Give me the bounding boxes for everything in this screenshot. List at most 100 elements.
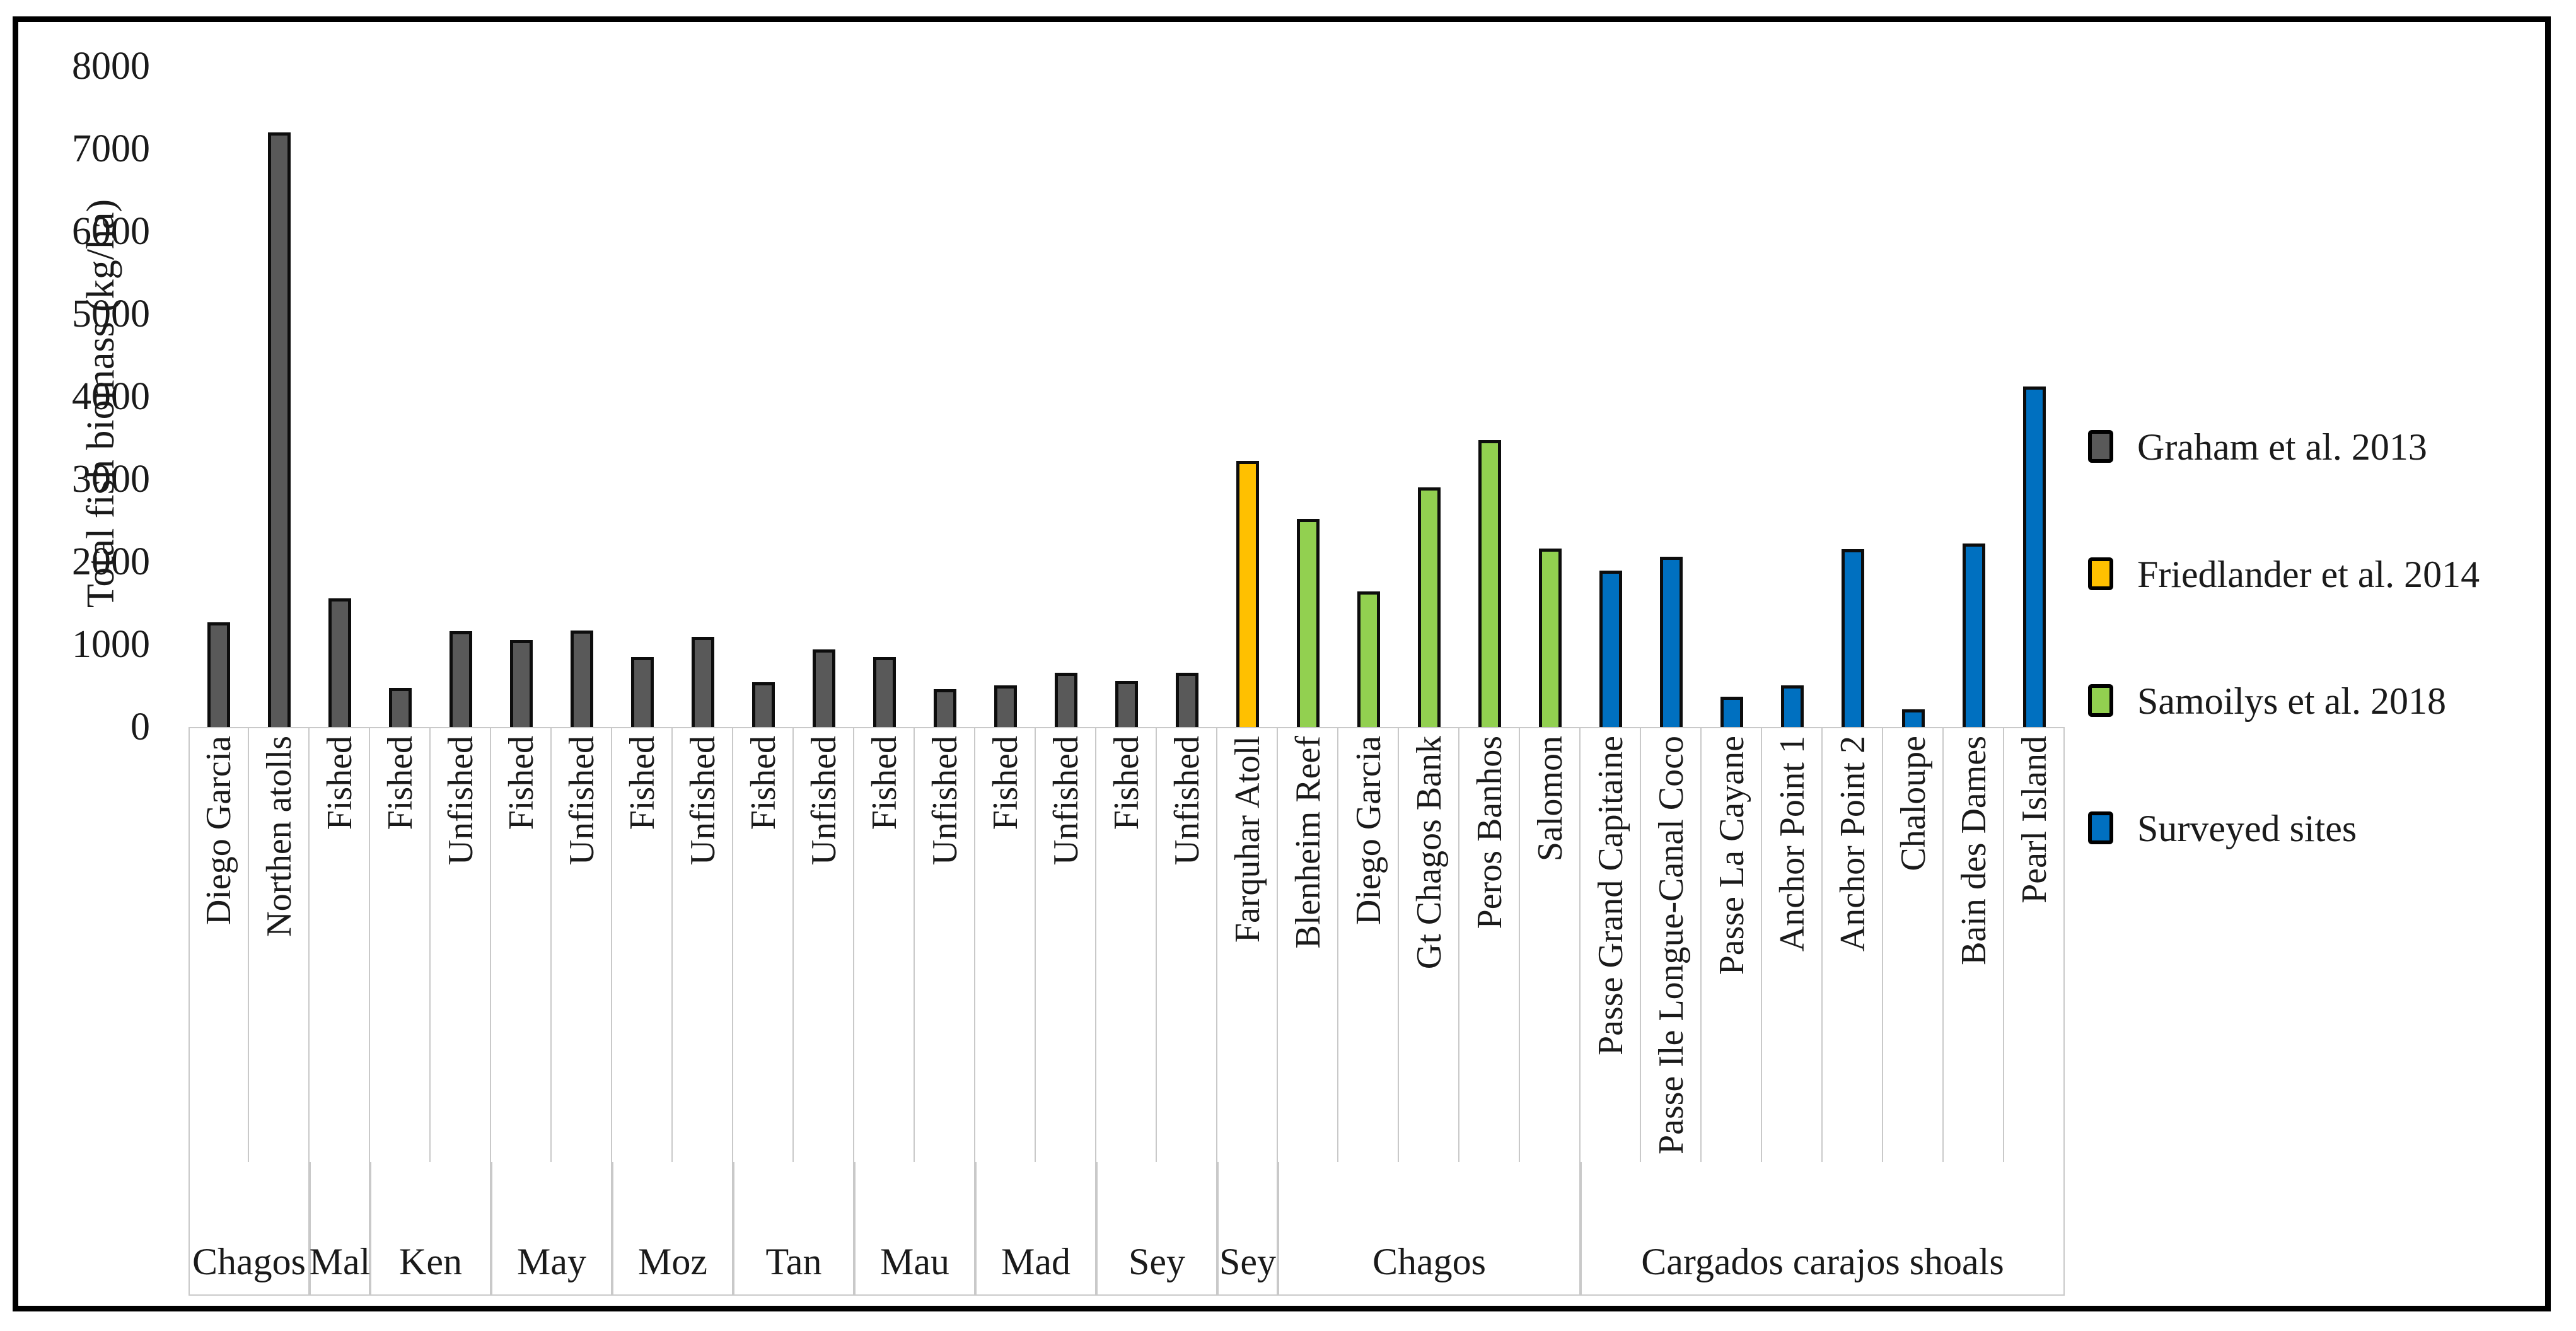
site-label-text: Fished (502, 736, 541, 830)
site-label-text: Passe Grand Capitaine (1591, 736, 1630, 1055)
site-label-text: Unfished (1047, 736, 1086, 866)
legend-label: Graham et al. 2013 (2137, 426, 2427, 468)
site-cell (370, 727, 431, 1162)
site-cell (673, 727, 733, 1162)
bar (692, 637, 714, 727)
site-cell (1157, 727, 1217, 1162)
site-cell (2004, 727, 2065, 1162)
group-label: Sey (1219, 1241, 1276, 1282)
bar (1055, 673, 1077, 727)
site-cell (1883, 727, 1944, 1162)
site-cell (1096, 727, 1157, 1162)
bar (813, 649, 835, 727)
y-tick-label: 6000 (72, 210, 150, 253)
site-cell (189, 727, 249, 1162)
site-cell (975, 727, 1036, 1162)
bar (1115, 681, 1138, 727)
site-cell (491, 727, 552, 1162)
site-label-text: Gt Chagos Bank (1410, 736, 1449, 970)
bar (1539, 549, 1562, 727)
site-cell (1278, 727, 1338, 1162)
site-label-text: Fished (381, 736, 420, 830)
site-label-text: Fished (744, 736, 783, 830)
site-label-text: Salomon (1531, 736, 1570, 862)
site-cell (854, 727, 915, 1162)
site-label-text: Fished (865, 736, 904, 830)
legend-label: Samoilys et al. 2018 (2137, 680, 2446, 722)
legend-swatch-icon (2088, 811, 2113, 844)
bar (631, 657, 654, 727)
bar (207, 622, 230, 727)
bar (510, 640, 533, 727)
y-tick-label: 2000 (72, 540, 150, 583)
site-label-text: Passe Ile Longue-Canal Coco (1652, 736, 1691, 1155)
site-cell (431, 727, 491, 1162)
bar (328, 598, 351, 727)
site-cell (1217, 727, 1278, 1162)
site-cell (612, 727, 673, 1162)
y-tick-label: 5000 (72, 293, 150, 335)
site-cell (794, 727, 854, 1162)
site-label-text: Blenheim Reef (1289, 736, 1328, 949)
y-tick-label: 4000 (72, 375, 150, 418)
group-cell: Chagos (189, 1162, 310, 1296)
site-label-text: Unfished (441, 736, 480, 866)
site-label-text: Anchor Point 1 (1773, 736, 1812, 952)
site-label-text: Fished (623, 736, 662, 830)
group-cell: Sey (1217, 1162, 1278, 1296)
site-label-text: Unfished (562, 736, 601, 866)
group-label: Mau (880, 1241, 949, 1282)
group-cell: Sey (1096, 1162, 1217, 1296)
group-cell: Tan (733, 1162, 854, 1296)
bar (1418, 487, 1441, 727)
bar (1236, 461, 1259, 727)
site-label-text: Bain des Dames (1954, 736, 1993, 965)
site-cell (249, 727, 310, 1162)
legend-swatch-icon (2088, 430, 2113, 463)
site-cell (1036, 727, 1096, 1162)
bar (1781, 685, 1804, 727)
group-label: Cargados carajos shoals (1641, 1241, 2004, 1282)
site-cell (1581, 727, 1641, 1162)
site-cell (1762, 727, 1823, 1162)
y-tick-label: 3000 (72, 458, 150, 501)
group-label: Tan (765, 1241, 822, 1282)
site-cell (1520, 727, 1581, 1162)
group-cell: Cargados carajos shoals (1581, 1162, 2065, 1296)
site-label-text: Unfished (1168, 736, 1207, 866)
bar (450, 631, 472, 727)
y-tick-label: 8000 (72, 45, 150, 88)
group-label: Sey (1128, 1241, 1185, 1282)
site-cell (1459, 727, 1520, 1162)
site-label-text: Unfished (925, 736, 965, 866)
y-tick-label: 1000 (72, 623, 150, 666)
site-label-text: Fished (1107, 736, 1146, 830)
group-label: Ken (399, 1241, 462, 1282)
bar (268, 132, 291, 727)
bar (1297, 519, 1320, 727)
bar (994, 685, 1017, 727)
site-label-text: Northen atolls (260, 736, 299, 937)
site-label-text: Chaloupe (1894, 736, 1933, 871)
bar (1357, 591, 1380, 727)
bar (934, 689, 956, 727)
group-label: Mal (309, 1241, 371, 1282)
site-label-text: Anchor Point 2 (1833, 736, 1872, 952)
bar (1599, 571, 1622, 727)
legend-swatch-icon (2088, 557, 2113, 590)
site-label-text: Pearl Island (2015, 736, 2054, 904)
bar (1902, 709, 1925, 727)
group-cell: Mad (975, 1162, 1096, 1296)
y-tick-label: 0 (131, 706, 150, 748)
site-cell (1823, 727, 1883, 1162)
site-label-text: Passe La Cayane (1712, 736, 1751, 975)
site-cell (733, 727, 794, 1162)
site-cell (310, 727, 370, 1162)
bar (1660, 557, 1683, 727)
site-cell (1944, 727, 2004, 1162)
site-label-text: Fished (320, 736, 359, 830)
figure-border (13, 16, 2551, 1311)
bar (571, 631, 593, 727)
site-cell (1338, 727, 1399, 1162)
y-tick-label: 7000 (72, 127, 150, 170)
